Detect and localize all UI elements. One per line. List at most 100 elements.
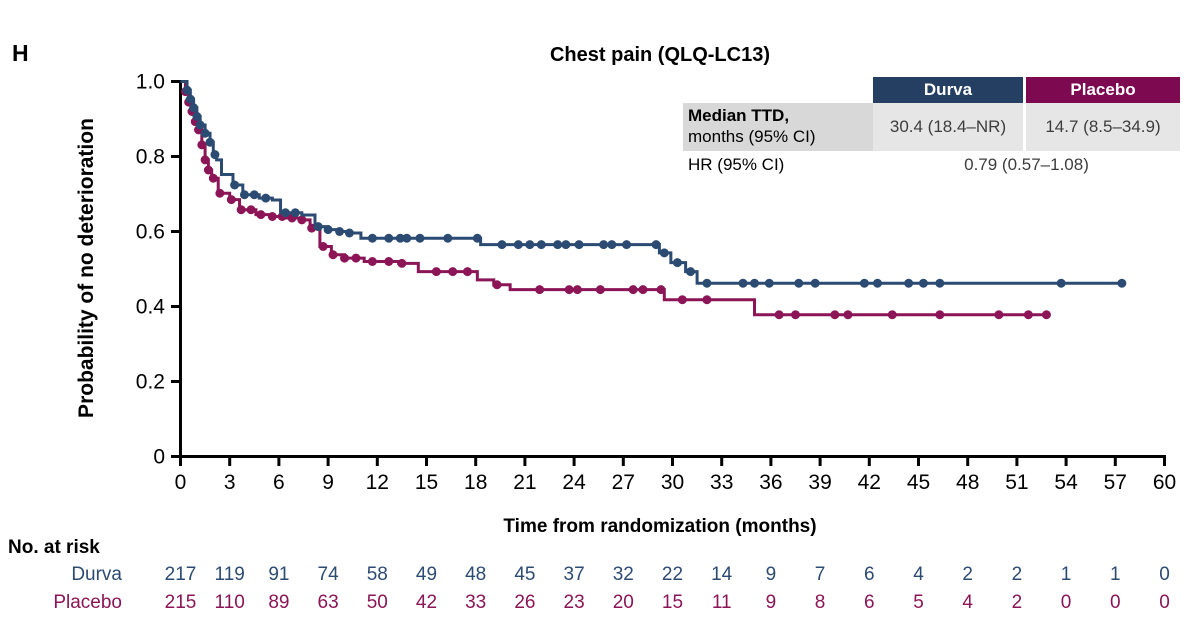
placebo-censor-mark [215,188,225,198]
placebo-censor-mark [367,257,377,266]
placebo-censor-mark [887,310,897,320]
risk-count-placebo: 89 [268,592,290,613]
risk-count-durva: 14 [711,564,733,585]
placebo-censor-mark [448,267,458,277]
durva-censor-mark [472,233,482,243]
durva-censor-mark [280,208,290,218]
placebo-censor-mark [843,310,853,320]
risk-count-placebo: 110 [214,592,245,613]
durva-censor-mark [1056,278,1066,288]
risk-count-durva: 74 [317,564,339,585]
risk-count-durva: 58 [366,564,388,585]
median-ttd-label: Median TTD, months (95% CI) [683,103,873,151]
placebo-censor-mark [656,285,666,295]
x-tick-label: 12 [366,471,389,494]
placebo-censor-mark [236,205,246,215]
risk-count-durva: 217 [164,564,197,585]
durva-censor-mark [513,240,523,250]
durva-censor-mark [189,103,199,113]
placebo-censor-mark [702,295,712,305]
x-tick-label: 30 [661,471,684,494]
x-tick-label: 45 [907,471,930,494]
risk-count-durva: 22 [661,564,684,585]
placebo-censor-mark [200,155,210,165]
placebo-censor-mark [935,310,945,320]
placebo-censor-mark [203,165,213,175]
risk-count-durva: 6 [864,564,875,585]
durva-censor-mark [261,193,271,203]
durva-censor-mark [313,222,323,232]
x-tick-label: 60 [1153,471,1176,494]
durva-censor-mark [443,233,453,243]
risk-count-placebo: 0 [1159,592,1170,613]
risk-count-placebo: 5 [913,592,924,613]
x-tick-label: 54 [1054,471,1078,494]
x-tick-label: 42 [858,471,881,494]
risk-count-placebo: 0 [1060,592,1072,613]
median-ttd-label-line1: Median TTD, [688,106,790,126]
risk-count-durva: 48 [465,564,487,585]
y-tick-label: 0.6 [136,221,165,244]
risk-count-placebo: 0 [1110,592,1121,613]
stats-header-durva: Durva [873,77,1023,103]
durva-censor-mark [659,248,669,258]
median-ttd-label-line2: months (95% CI) [688,127,816,146]
placebo-censor-mark [318,242,328,251]
durva-censor-mark [185,94,195,104]
risk-count-durva: 37 [563,564,585,585]
durva-censor-mark [810,278,820,288]
risk-row-label-durva: Durva [71,564,122,585]
risk-count-durva: 91 [268,564,290,585]
chart-title: Chest pain (QLQ-LC13) [549,44,770,66]
placebo-censor-mark [791,310,800,320]
x-tick-label: 18 [464,471,487,494]
placebo-censor-mark [384,257,394,266]
risk-count-placebo: 4 [962,592,973,613]
x-tick-label: 0 [175,471,187,494]
durva-censor-mark [210,150,220,160]
y-tick-label: 0.2 [136,371,165,394]
placebo-censor-mark [463,267,472,277]
durva-censor-mark [230,180,240,190]
durva-censor-mark [367,233,377,243]
durva-censor-mark [651,240,661,250]
durva-censor-mark [607,240,617,250]
median-ttd-placebo-value: 14.7 (8.5–34.9) [1023,103,1180,151]
durva-censor-mark [574,240,584,250]
risk-count-placebo: 23 [563,592,585,613]
durva-censor-mark [794,278,804,288]
stats-table: Durva Placebo Median TTD, months (95% CI… [683,77,1180,179]
durva-censor-mark [182,85,192,95]
durva-censor-mark [859,278,869,288]
durva-censor-mark [873,278,882,288]
durva-censor-mark [918,278,928,288]
placebo-censor-mark [297,215,307,225]
risk-count-placebo: 9 [765,592,777,613]
x-tick-label: 15 [415,471,438,494]
durva-censor-mark [384,233,394,243]
durva-censor-mark [195,120,205,130]
durva-censor-mark [904,278,914,288]
durva-censor-mark [553,240,563,250]
placebo-censor-mark [328,250,338,260]
durva-censor-mark [764,278,774,288]
durva-censor-mark [249,190,259,200]
placebo-censor-mark [256,210,266,220]
risk-count-durva: 1 [1110,564,1121,585]
x-tick-label: 24 [562,471,586,494]
risk-count-placebo: 6 [864,592,875,613]
risk-count-durva: 2 [1011,564,1023,585]
durva-censor-mark [686,267,696,277]
placebo-censor-mark [208,173,218,183]
risk-count-durva: 119 [214,564,245,585]
risk-count-durva: 7 [814,564,826,585]
risk-count-placebo: 20 [612,592,634,613]
durva-censor-mark [750,278,759,288]
x-tick-label: 39 [808,471,831,494]
risk-count-durva: 4 [913,564,924,585]
x-tick-label: 3 [224,471,236,494]
placebo-censor-mark [1023,310,1033,320]
x-tick-label: 51 [1005,471,1028,494]
durva-censor-mark [335,227,345,236]
